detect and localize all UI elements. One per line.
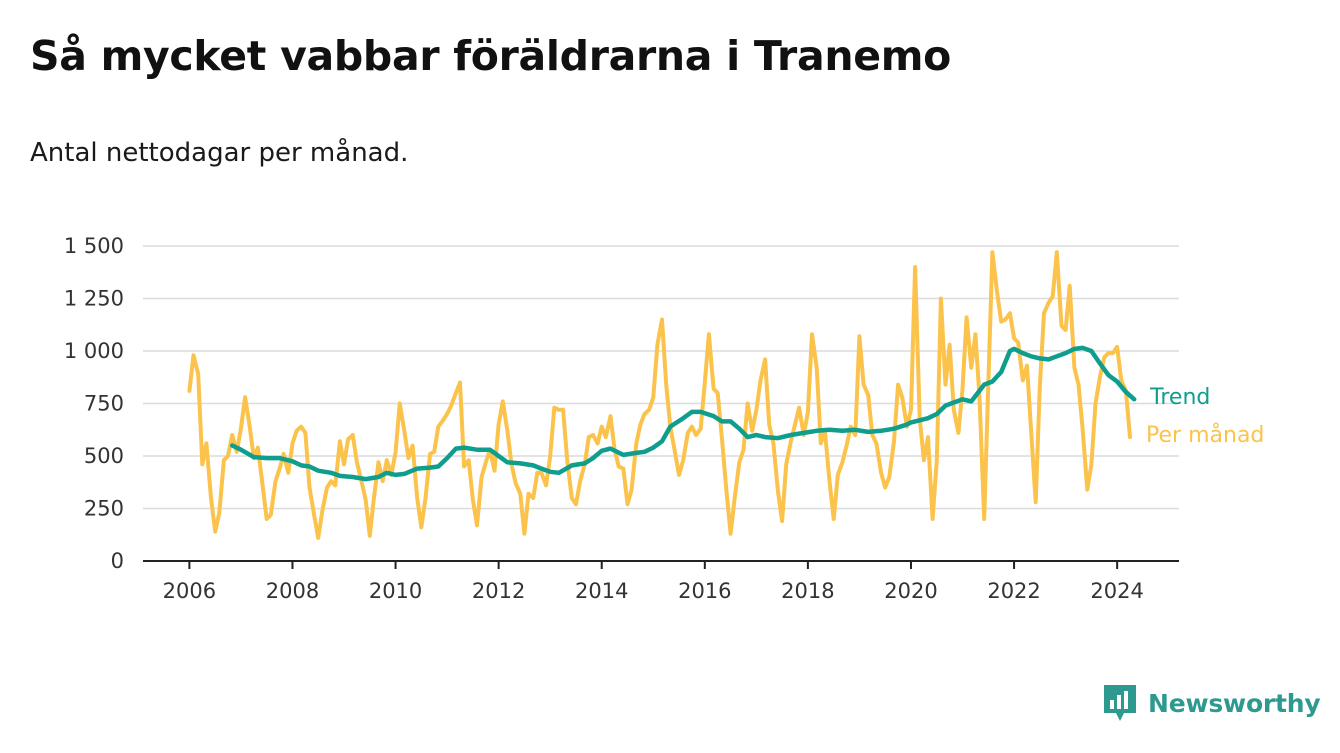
series-line-trend [229, 345, 1137, 482]
series-label-monthly: Per månad [1146, 422, 1264, 448]
x-tick-label: 2006 [163, 579, 216, 603]
x-tick-label: 2012 [472, 579, 525, 603]
x-tick-label: 2018 [781, 579, 834, 603]
y-tick-label: 1 250 [64, 287, 124, 311]
chart-subtitle: Antal nettodagar per månad. [30, 138, 409, 168]
brand-logo: Newsworthy [1102, 683, 1321, 723]
y-tick-label: 500 [84, 444, 124, 468]
y-tick-label: 750 [84, 392, 124, 416]
x-tick-label: 2014 [575, 579, 628, 603]
x-tick-label: 2024 [1090, 579, 1143, 603]
series-line-monthly [187, 250, 1132, 540]
x-tick-label: 2008 [266, 579, 319, 603]
series-label-trend: Trend [1149, 385, 1210, 410]
y-tick-label: 250 [84, 497, 124, 521]
brand-name: Newsworthy [1148, 688, 1321, 718]
chart-title: Så mycket vabbar föräldrarna i Tranemo [30, 32, 952, 80]
y-tick-label: 1 000 [64, 339, 124, 363]
y-tick-label: 0 [111, 549, 124, 573]
x-tick-label: 2022 [987, 579, 1040, 603]
x-tick-label: 2010 [369, 579, 422, 603]
x-tick-label: 2016 [678, 579, 731, 603]
x-tick-label: 2020 [884, 579, 937, 603]
newsworthy-logo-icon [1104, 685, 1136, 721]
y-tick-label: 1 500 [64, 234, 124, 258]
